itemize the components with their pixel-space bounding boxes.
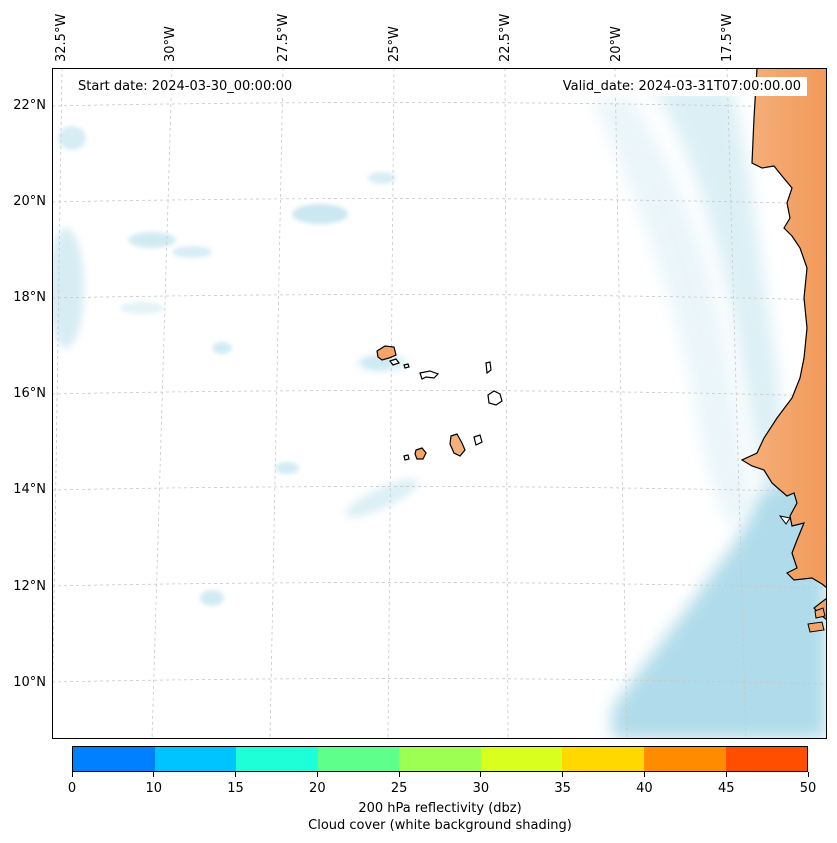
- island-sal: [485, 361, 492, 375]
- lon-label: 32.5°W: [54, 13, 69, 62]
- lat-label: 18°N: [13, 290, 46, 305]
- guinea-bissau-island-2: [807, 621, 825, 633]
- cloud-patch-sw-1: [345, 478, 419, 518]
- map-gridlines: [52, 68, 827, 739]
- cloud-patch-sw-2: [275, 462, 299, 474]
- island-santo-antao: [376, 345, 397, 361]
- colorbar-tick: [807, 772, 809, 777]
- africa-coastline: [740, 68, 827, 589]
- lon-label: 25°W: [387, 26, 402, 62]
- island-santiago: [449, 433, 466, 457]
- lat-label: 10°N: [13, 675, 46, 690]
- colorbar-tick: [71, 772, 73, 777]
- cloud-patch-north-3: [172, 246, 212, 258]
- cloud-patch-sw-3: [200, 590, 224, 606]
- colorbar-tick: [316, 772, 318, 777]
- start-date-label: Start date: 2024-03-30_00:00:00: [72, 77, 299, 96]
- colorbar-tick-label: 45: [717, 781, 735, 796]
- lon-label: 22.5°W: [498, 13, 513, 62]
- colorbar-sublabel: Cloud cover (white background shading): [308, 818, 572, 833]
- colorbar-tick-label: 20: [309, 781, 326, 796]
- lat-label: 14°N: [13, 482, 46, 497]
- lon-label: 27.5°W: [276, 13, 291, 62]
- colorbar-tick: [562, 772, 564, 777]
- cloud-band-southeast: [612, 468, 827, 739]
- colorbar-segment: [73, 747, 155, 771]
- colorbar-segment: [562, 747, 644, 771]
- island-maio: [473, 434, 483, 446]
- island-sao-vicente: [389, 358, 400, 366]
- reflectivity-colorbar: [72, 746, 808, 772]
- colorbar-tick-label: 50: [799, 781, 817, 796]
- colorbar-segment: [236, 747, 318, 771]
- cloud-patch-north-1: [292, 204, 348, 224]
- colorbar-segment: [154, 747, 237, 771]
- colorbar-tick-label: 30: [472, 781, 490, 796]
- colorbar-tick-label: 40: [636, 781, 653, 796]
- colorbar-tick: [643, 772, 645, 777]
- cloud-cover-layer: [52, 88, 827, 739]
- cloud-patch-north-4: [368, 172, 396, 184]
- island-santa-luzia: [403, 363, 410, 369]
- cloud-band-east: [652, 88, 792, 488]
- coast-inlet-1: [778, 515, 791, 525]
- cloud-patch-2: [212, 342, 232, 354]
- cape-verde-islands: [376, 345, 503, 461]
- colorbar-tick-label: 15: [227, 781, 244, 796]
- colorbar-tick: [235, 772, 237, 777]
- colorbar-tick-label: 25: [390, 781, 408, 796]
- colorbar-tick: [725, 772, 727, 777]
- lat-label: 20°N: [13, 194, 46, 209]
- cloud-band-east-light: [592, 98, 752, 528]
- colorbar-tick-label: 10: [145, 781, 163, 796]
- lon-label: 20°W: [609, 26, 624, 62]
- lat-label: 12°N: [13, 579, 46, 594]
- lon-label: 17.5°W: [720, 13, 735, 62]
- island-brava: [403, 454, 410, 461]
- island-sao-nicolau: [419, 370, 440, 380]
- map-panel[interactable]: [52, 68, 827, 739]
- guinea-bissau-island-1: [814, 607, 826, 619]
- cloud-patch-west-edge: [52, 228, 84, 348]
- island-boa-vista: [487, 390, 503, 406]
- colorbar-tick: [153, 772, 155, 777]
- colorbar-segment: [643, 747, 726, 771]
- colorbar-label: 200 hPa reflectivity (dbz): [358, 801, 522, 816]
- lon-label: 30°W: [163, 26, 178, 62]
- lat-label: 22°N: [13, 98, 46, 113]
- map-canvas: [52, 68, 827, 739]
- cloud-patch-north-2: [128, 232, 176, 248]
- colorbar-tick-label: 35: [554, 781, 571, 796]
- colorbar-tick: [398, 772, 400, 777]
- cloud-patch-west-2: [120, 302, 164, 314]
- colorbar-tick-label: 0: [67, 781, 77, 796]
- colorbar-segment: [317, 747, 400, 771]
- colorbar-segment: [480, 747, 563, 771]
- cloud-patch-nw: [58, 126, 86, 150]
- lat-label: 16°N: [13, 386, 46, 401]
- island-fogo: [414, 447, 427, 460]
- valid-date-label: Valid_date: 2024-03-31T07:00:00.00: [556, 77, 807, 96]
- colorbar-segment: [399, 747, 481, 771]
- colorbar-segment: [725, 747, 808, 771]
- colorbar-tick: [480, 772, 482, 777]
